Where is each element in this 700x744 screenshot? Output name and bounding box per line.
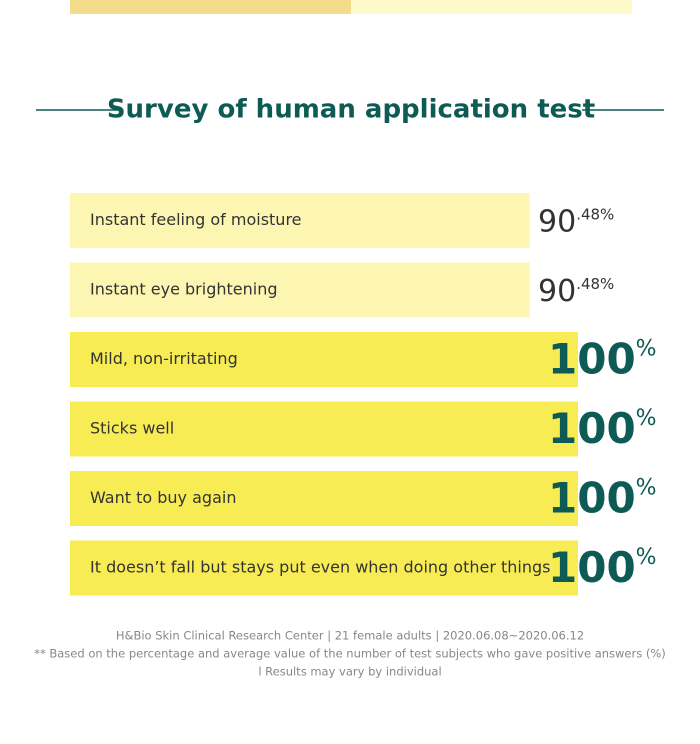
value-label: 100% [548,543,657,592]
value-label: 90.48% [538,204,614,239]
bar [70,471,578,526]
category-label: Want to buy again [90,488,236,507]
value-label: 90.48% [538,274,614,309]
footnote: H&Bio Skin Clinical Research Center | 21… [116,629,584,643]
category-label: Instant eye brightening [90,280,278,299]
bar [70,262,530,318]
footnote: l Results may vary by individual [258,665,441,679]
category-label: Instant feeling of moisture [90,210,302,229]
category-label: Mild, non-irritating [90,349,238,368]
bar [70,401,578,457]
top-image-left [70,0,351,14]
value-label: 100% [548,334,657,383]
category-label: It doesn’t fall but stays put even when … [90,558,550,577]
bar [70,332,578,387]
bar [70,540,578,596]
category-label: Sticks well [90,419,174,438]
top-image-right [351,0,632,14]
footnote: ** Based on the percentage and average v… [34,647,666,661]
value-label: 100% [548,404,657,453]
bar [70,193,530,248]
value-label: 100% [548,473,657,522]
chart-title: Survey of human application test [107,95,595,125]
